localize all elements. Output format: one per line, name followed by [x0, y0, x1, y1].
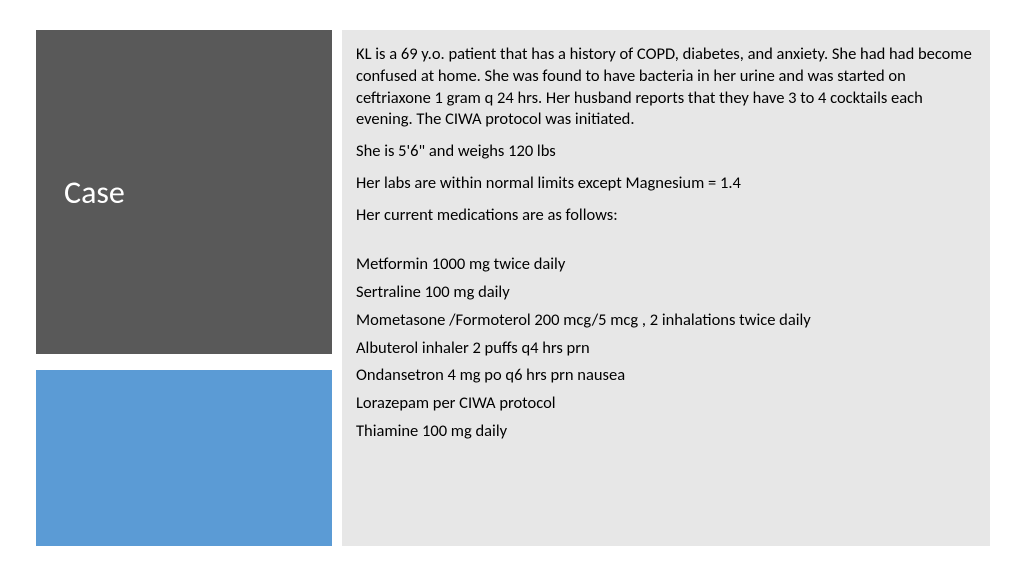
medication-item: Mometasone /Formoterol 200 mcg/5 mcg , 2…: [356, 310, 972, 332]
medication-item: Ondansetron 4 mg po q6 hrs prn nausea: [356, 365, 972, 387]
title-block: Case: [36, 30, 332, 354]
slide-title: Case: [64, 173, 125, 212]
medication-item: Sertraline 100 mg daily: [356, 282, 972, 304]
meds-heading: Her current medications are as follows:: [356, 205, 972, 227]
left-column: Case: [36, 30, 332, 546]
vitals-line: She is 5'6" and weighs 120 lbs: [356, 141, 972, 163]
labs-line: Her labs are within normal limits except…: [356, 173, 972, 195]
medication-item: Metformin 1000 mg twice daily: [356, 254, 972, 276]
medication-item: Thiamine 100 mg daily: [356, 421, 972, 443]
accent-block: [36, 370, 332, 546]
intro-paragraph: KL is a 69 y.o. patient that has a histo…: [356, 44, 972, 131]
content-block: KL is a 69 y.o. patient that has a histo…: [342, 30, 990, 546]
medication-item: Lorazepam per CIWA protocol: [356, 393, 972, 415]
slide: Case KL is a 69 y.o. patient that has a …: [36, 30, 990, 546]
medication-item: Albuterol inhaler 2 puffs q4 hrs prn: [356, 338, 972, 360]
spacer: [356, 236, 972, 254]
